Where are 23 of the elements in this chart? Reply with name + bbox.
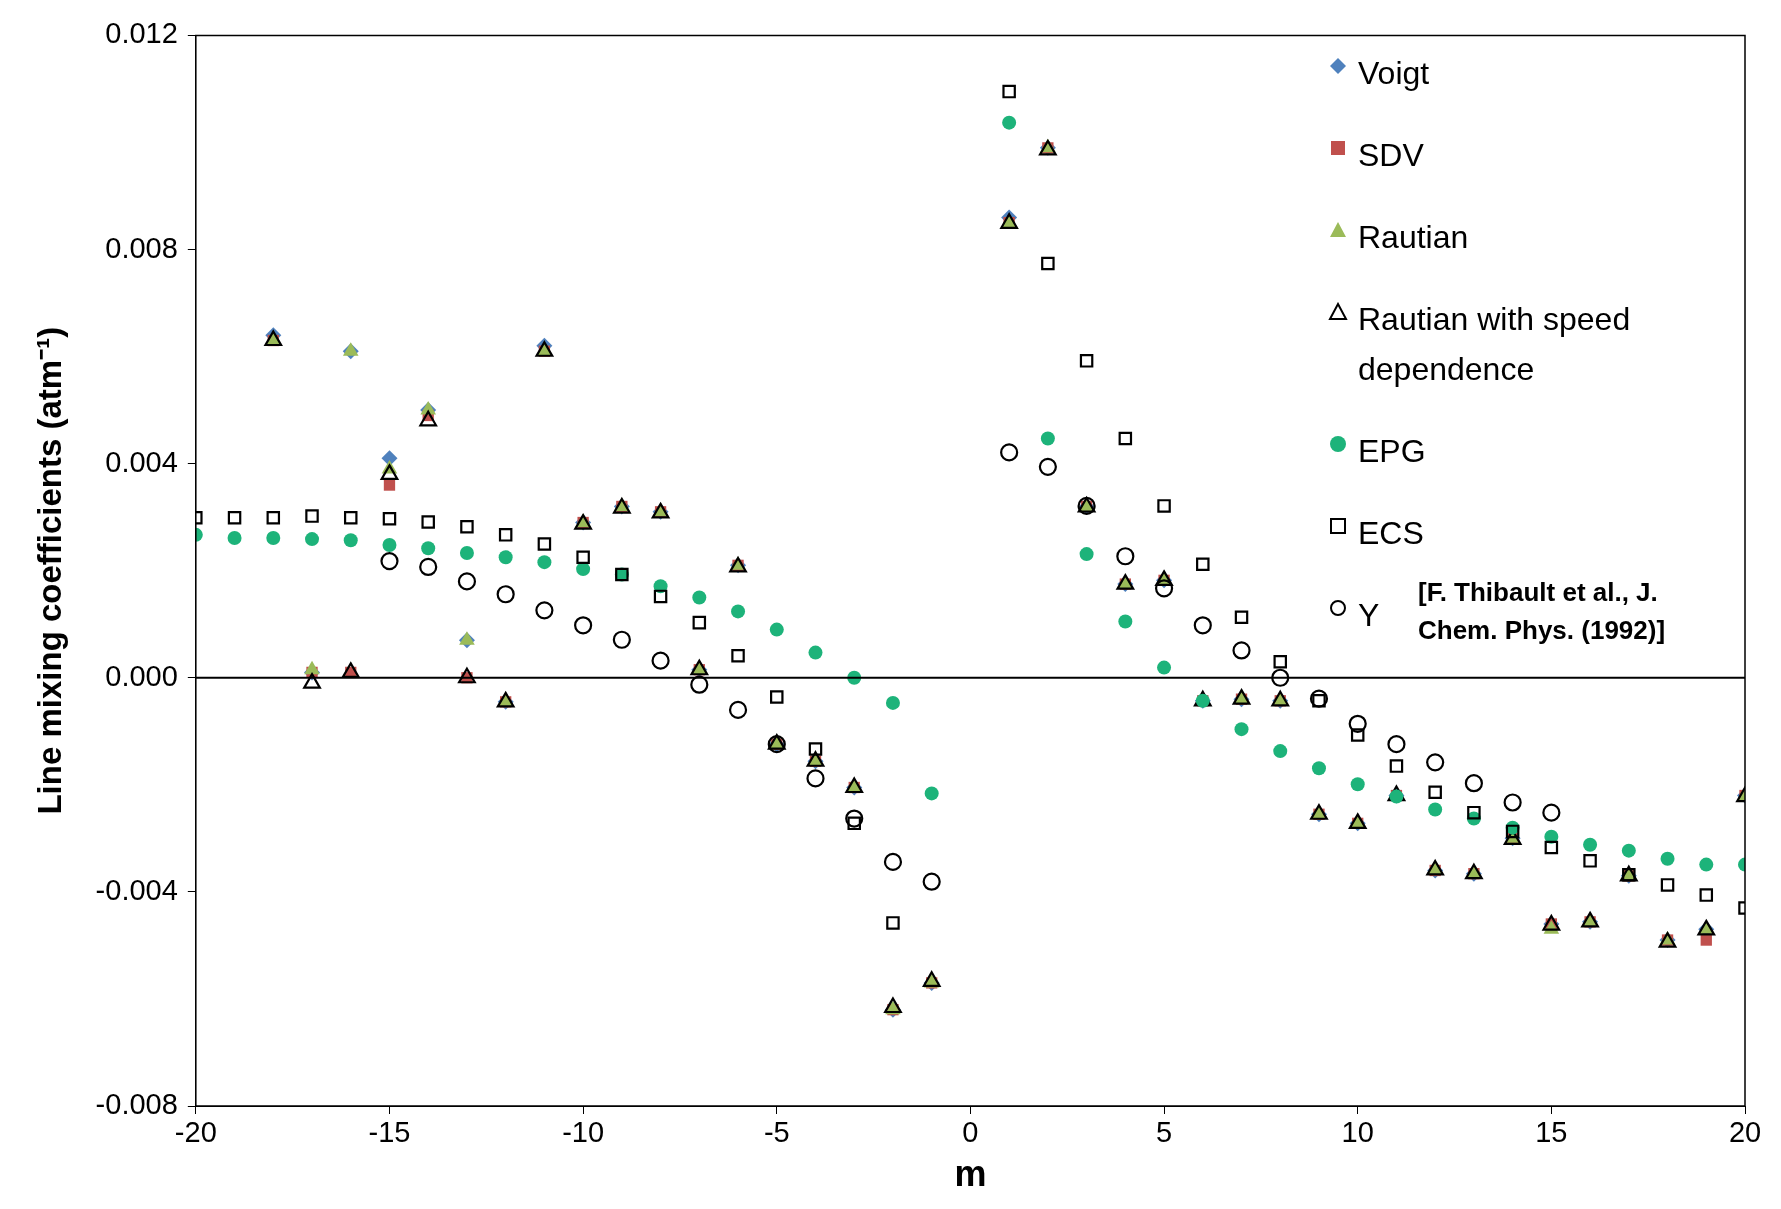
x-tick-label: 5 xyxy=(1155,1116,1173,1149)
legend-label: EPG xyxy=(1358,432,1426,471)
legend-label: ECS xyxy=(1358,514,1424,553)
legend-label: Voigt xyxy=(1358,54,1430,93)
x-tick-label: 15 xyxy=(1535,1116,1568,1149)
legend-label: SDV xyxy=(1358,136,1424,175)
legend-label: Rautian xyxy=(1358,218,1469,257)
x-tick-label: 20 xyxy=(1728,1116,1762,1149)
y-tick-label: 0.012 xyxy=(105,17,178,50)
y-tick-label: 0.008 xyxy=(105,231,178,264)
x-tick-label: 10 xyxy=(1341,1116,1374,1149)
x-tick-label: -10 xyxy=(562,1116,605,1149)
x-tick-label: -15 xyxy=(368,1116,411,1149)
annotation: [F. Thibault et al., J. Chem. Phys. (1992)] xyxy=(1418,573,1738,649)
x-tick-label: -5 xyxy=(763,1116,790,1149)
y-tick-label: -0.004 xyxy=(95,873,178,906)
x-axis-title: m xyxy=(954,1153,987,1195)
y-tick-label: 0.004 xyxy=(105,445,178,478)
legend-label: Y xyxy=(1358,596,1380,635)
legend-label: Rautian with speed dependence xyxy=(1358,300,1632,389)
y-tick-label: 0.000 xyxy=(105,659,178,692)
x-tick-label: 0 xyxy=(962,1116,979,1149)
y-axis-title: Line mixing coefficients (atm⁻¹) xyxy=(30,326,68,815)
